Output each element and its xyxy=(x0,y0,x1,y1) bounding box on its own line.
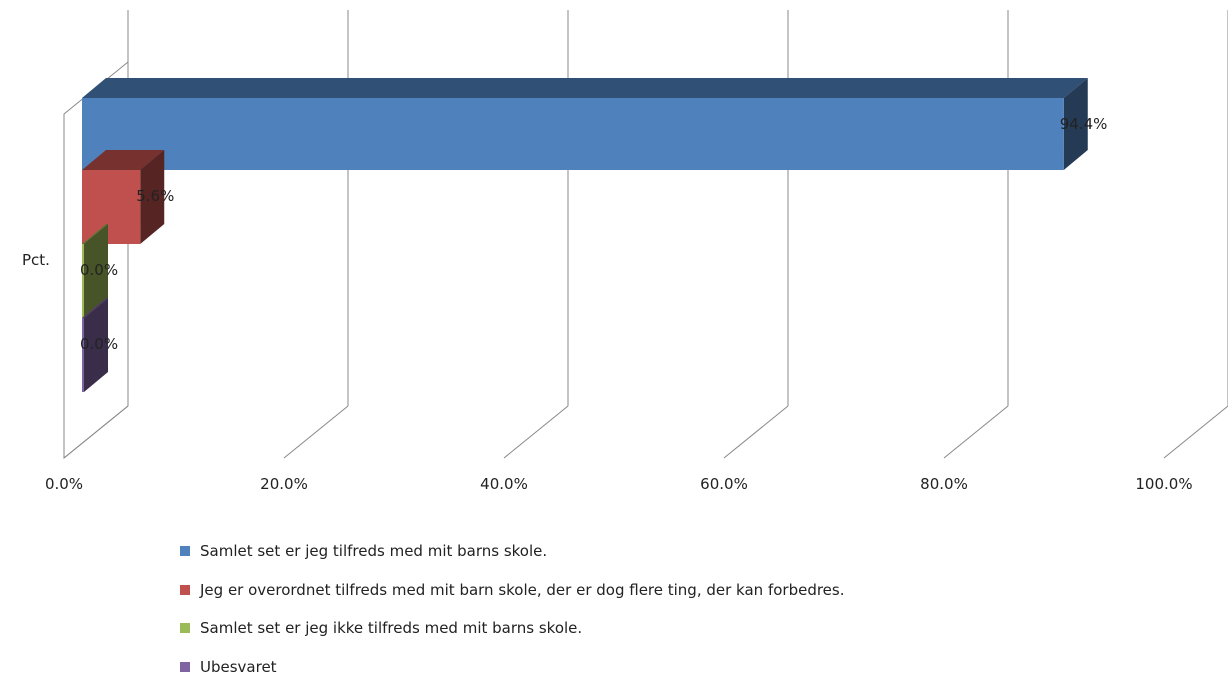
bar xyxy=(82,170,140,244)
data-label: 0.0% xyxy=(80,335,118,353)
legend-item: Samlet set er jeg tilfreds med mit barns… xyxy=(180,532,845,571)
legend-swatch xyxy=(180,662,190,672)
x-tick-label: 100.0% xyxy=(1135,475,1192,493)
floor-gridline xyxy=(504,406,568,458)
floor-gridline xyxy=(284,406,348,458)
bar xyxy=(82,244,84,318)
category-label: Pct. xyxy=(22,251,50,269)
data-label: 94.4% xyxy=(1060,115,1108,133)
bar-group: 5.6% xyxy=(82,150,174,244)
x-tick-label: 40.0% xyxy=(480,475,528,493)
legend: Samlet set er jeg tilfreds med mit barns… xyxy=(180,532,845,686)
legend-swatch xyxy=(180,546,190,556)
legend-label: Samlet set er jeg tilfreds med mit barns… xyxy=(200,542,547,560)
x-axis-ticks: 0.0% 20.0% 40.0% 60.0% 80.0% 100.0% xyxy=(45,475,1193,493)
bars: 94.4% 5.6% 0.0% 0.0% xyxy=(80,78,1107,392)
legend-swatch xyxy=(180,623,190,633)
floor-gridline xyxy=(944,406,1008,458)
floor-gridline xyxy=(64,406,128,458)
legend-item: Ubesvaret xyxy=(180,648,845,686)
legend-item: Jeg er overordnet tilfreds med mit barn … xyxy=(180,571,845,610)
data-label: 5.6% xyxy=(136,187,174,205)
bar xyxy=(82,98,1064,170)
bar-chart: 94.4% 5.6% 0.0% 0.0% 0.0% 20.0% 40.0% 60.0% 80.… xyxy=(0,0,1228,530)
legend-label: Jeg er overordnet tilfreds med mit barn … xyxy=(200,581,845,599)
bar xyxy=(82,318,84,392)
bar-top xyxy=(82,78,1088,98)
legend-swatch xyxy=(180,585,190,595)
x-tick-label: 80.0% xyxy=(920,475,968,493)
legend-label: Samlet set er jeg ikke tilfreds med mit … xyxy=(200,619,582,637)
floor-gridline xyxy=(724,406,788,458)
gridlines xyxy=(64,10,1228,458)
floor-gridline xyxy=(1164,406,1228,458)
data-label: 0.0% xyxy=(80,261,118,279)
legend-label: Ubesvaret xyxy=(200,658,277,676)
x-tick-label: 60.0% xyxy=(700,475,748,493)
bar-group: 94.4% xyxy=(82,78,1107,170)
x-tick-label: 20.0% xyxy=(260,475,308,493)
legend-item: Samlet set er jeg ikke tilfreds med mit … xyxy=(180,609,845,648)
x-tick-label: 0.0% xyxy=(45,475,83,493)
